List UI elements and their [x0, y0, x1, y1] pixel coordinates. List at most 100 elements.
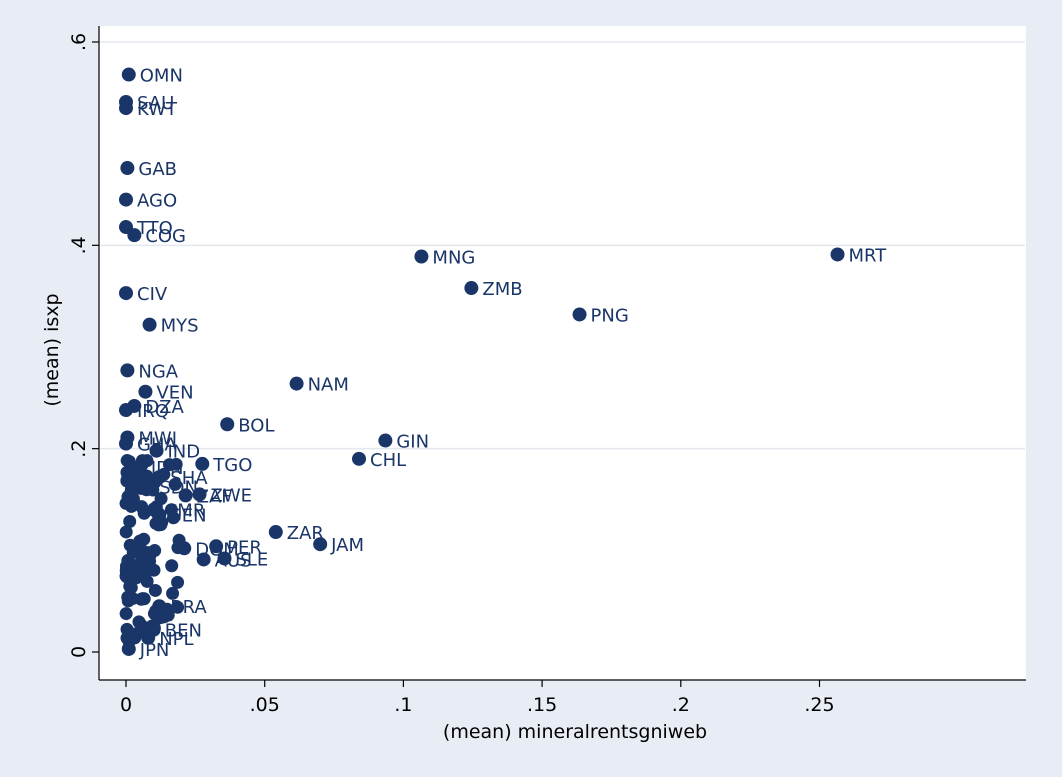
point-label-mng: MNG	[432, 248, 475, 269]
data-point-chl: CHL	[352, 450, 406, 471]
x-tick-label-1: .05	[250, 694, 280, 716]
point-label-civ: CIV	[137, 284, 168, 305]
y-tick-label-3: .6	[68, 33, 90, 51]
data-point-bol: BOL	[220, 415, 274, 436]
cluster-marker	[129, 558, 143, 572]
x-tick-label-3: .15	[527, 694, 557, 716]
cluster-marker	[123, 538, 137, 552]
cluster-marker	[119, 564, 133, 578]
point-label-gab: GAB	[138, 159, 177, 180]
point-label-zmb: ZMB	[482, 279, 522, 300]
cluster-marker	[120, 454, 134, 468]
point-label-tgo: TGO	[212, 455, 252, 476]
point-label-per: PER	[227, 537, 262, 558]
marker-chl	[352, 451, 367, 466]
data-point-mrt: MRT	[830, 245, 888, 266]
point-label-png: PNG	[591, 305, 629, 326]
data-point-per: PER	[209, 537, 262, 558]
point-label-zaf: ZAF	[197, 486, 232, 507]
marker-ven	[138, 384, 153, 399]
point-label-mys: MYS	[161, 316, 199, 337]
data-point-png: PNG	[572, 305, 629, 326]
marker-zmb	[464, 281, 479, 296]
cluster-marker	[154, 492, 168, 506]
point-label-tto: TTO	[136, 218, 173, 239]
cluster-marker	[143, 562, 157, 576]
data-point-bra: BRA	[152, 597, 207, 618]
cluster-marker	[136, 592, 150, 606]
cluster-marker	[152, 518, 166, 532]
point-label-jpn: JPN	[139, 640, 170, 661]
marker-jam	[313, 537, 328, 552]
marker-aus	[196, 552, 211, 567]
x-tick-label-5: .25	[804, 694, 834, 716]
point-label-sle: SLE	[235, 549, 268, 570]
marker-cog	[127, 228, 142, 243]
marker-idn	[132, 459, 147, 474]
marker-gin	[378, 433, 393, 448]
point-label-mrt: MRT	[849, 245, 888, 266]
marker-tgo	[195, 456, 210, 471]
marker-zwe	[192, 487, 207, 502]
point-label-ben: BEN	[165, 621, 202, 642]
data-point-aus: AUS	[196, 550, 252, 571]
data-point-kwt: KWT	[119, 99, 178, 120]
data-point-ago: AGO	[119, 191, 177, 212]
data-point-sha: SHA	[152, 468, 208, 489]
data-point-tgo: TGO	[195, 455, 252, 476]
data-point-gab: GAB	[120, 159, 177, 180]
marker-jpn	[121, 641, 136, 656]
data-point-irq: IRQ	[119, 401, 169, 422]
point-label-sha: SHA	[170, 468, 208, 489]
point-label-bol: BOL	[238, 415, 274, 436]
marker-nga	[120, 363, 135, 378]
marker-dom	[177, 541, 192, 556]
marker-mng	[414, 249, 429, 264]
point-label-ind: IND	[168, 442, 201, 463]
marker-sha	[152, 470, 167, 485]
marker-ago	[119, 192, 133, 207]
data-point-gin: GIN	[378, 432, 429, 453]
point-label-ago: AGO	[137, 191, 177, 212]
cluster-marker	[166, 586, 180, 600]
point-label-sau: SAU	[137, 93, 174, 114]
point-label-jam: JAM	[330, 535, 364, 556]
point-label-irq: IRQ	[137, 401, 169, 422]
marker-bra	[152, 599, 167, 614]
point-label-npl: NPL	[159, 629, 193, 650]
point-label-cog: COG	[145, 226, 186, 247]
point-label-gin: GIN	[396, 432, 429, 453]
point-label-bra: BRA	[170, 597, 207, 618]
data-point-civ: CIV	[119, 284, 168, 305]
marker-nam	[289, 376, 304, 391]
cluster-marker	[148, 544, 162, 558]
marker-mys	[142, 317, 157, 332]
marker-civ	[119, 286, 133, 301]
cluster-marker	[134, 621, 148, 635]
data-point-mys: MYS	[142, 316, 199, 337]
y-tick-label-1: .2	[68, 440, 90, 458]
data-point-cog: COG	[127, 226, 186, 247]
cluster-marker	[164, 503, 178, 517]
data-point-omn: OMN	[121, 66, 183, 87]
cluster-marker	[162, 458, 176, 472]
y-axis-label: (mean) isxp	[41, 293, 63, 406]
marker-ind	[149, 443, 164, 458]
marker-zar	[268, 525, 283, 540]
data-point-sle: SLE	[217, 549, 268, 570]
point-label-zar: ZAR	[287, 523, 324, 544]
y-tick-label-2: .4	[68, 236, 90, 254]
x-tick-label-0: 0	[120, 694, 132, 716]
gridlines	[100, 41, 1025, 450]
data-point-ind: IND	[149, 442, 201, 463]
point-label-nam: NAM	[308, 375, 349, 396]
data-point-nga: NGA	[120, 361, 179, 382]
point-label-cmr: CMR	[165, 501, 206, 522]
cluster-marker	[126, 592, 140, 606]
cluster-marker	[128, 631, 142, 645]
marker-sle	[217, 551, 232, 566]
marker-gha	[119, 436, 133, 451]
